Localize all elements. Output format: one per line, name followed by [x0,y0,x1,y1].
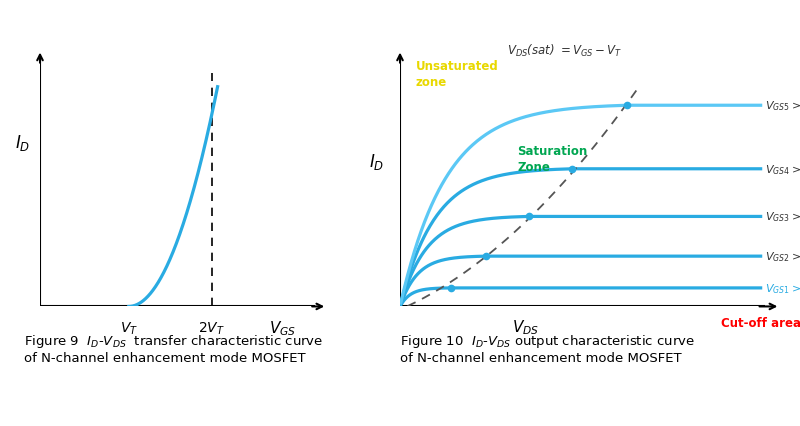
Text: Unsaturated
zone: Unsaturated zone [416,60,498,89]
Text: $V_{DS}$(sat) $= V_{GS} - V_T$: $V_{DS}$(sat) $= V_{GS} - V_T$ [507,43,622,58]
Text: $V_{GS4} > V_{GS3}$: $V_{GS4} > V_{GS3}$ [765,162,800,176]
Text: $V_{DS}$: $V_{DS}$ [512,317,539,336]
Text: $V_{GS3} > V_{GS2}$: $V_{GS3} > V_{GS2}$ [765,210,800,224]
Text: $V_{GS2} > V_{GS1}$: $V_{GS2} > V_{GS1}$ [765,250,800,263]
Text: $V_{GS}$: $V_{GS}$ [269,319,296,337]
Text: Figure 10  $I_D$-$V_{DS}$ output characteristic curve
of N-channel enhancement m: Figure 10 $I_D$-$V_{DS}$ output characte… [400,332,695,364]
Text: $I_D$: $I_D$ [369,152,384,171]
Text: $2V_T$: $2V_T$ [198,320,225,336]
Text: $V_{GS1} > V_T > 0$: $V_{GS1} > V_T > 0$ [765,281,800,295]
Text: Figure 9  $I_D$-$V_{DS}$  transfer characteristic curve
of N-channel enhancement: Figure 9 $I_D$-$V_{DS}$ transfer charact… [24,332,323,364]
Text: $V_{GS5} > V_{GS4}$: $V_{GS5} > V_{GS4}$ [765,99,800,113]
Text: Saturation
Zone: Saturation Zone [518,144,588,173]
Text: Cut-off area: Cut-off area [722,316,800,329]
Text: $V_T$: $V_T$ [120,320,138,336]
Text: $I_D$: $I_D$ [14,133,30,153]
